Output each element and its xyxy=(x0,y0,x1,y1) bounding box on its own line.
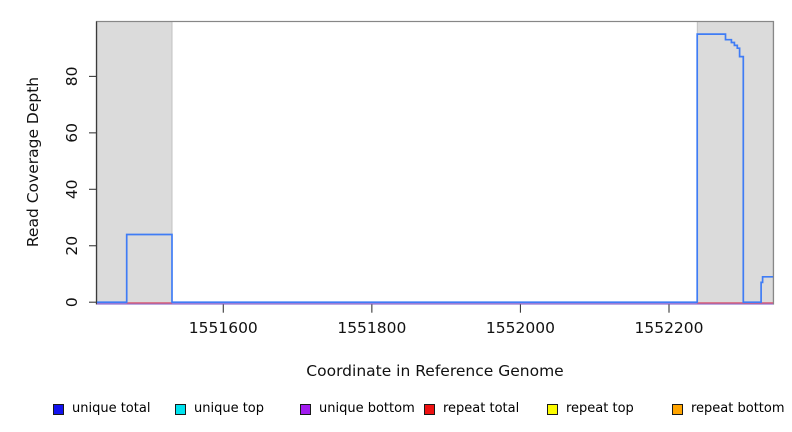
y-tick-label: 0 xyxy=(63,297,81,307)
y-axis-title: Read Coverage Depth xyxy=(24,76,42,248)
legend-item-repeat-top: repeat top xyxy=(547,399,634,419)
repeat-bottom-swatch-icon xyxy=(672,403,683,415)
legend-item-unique-total: unique total xyxy=(53,399,150,419)
repeat-region-shading xyxy=(696,21,774,305)
unique-bottom-swatch-icon xyxy=(300,403,311,415)
legend-item-unique-bottom: unique bottom xyxy=(300,399,415,419)
y-tick-label: 80 xyxy=(63,67,81,87)
unique-total-swatch-icon xyxy=(53,403,64,415)
y-tick-label: 20 xyxy=(63,236,81,256)
legend-label: unique total xyxy=(72,401,151,416)
unique-top-swatch-icon xyxy=(175,403,186,415)
x-tick-label: 1552200 xyxy=(634,319,703,337)
legend-item-unique-top: unique top xyxy=(175,399,264,419)
y-tick-label: 60 xyxy=(63,123,81,143)
x-tick-label: 1551800 xyxy=(337,319,406,337)
legend-label: repeat top xyxy=(566,401,634,416)
legend-item-repeat-bottom: repeat bottom xyxy=(672,399,785,419)
legend: unique total unique top unique bottom re… xyxy=(0,399,792,423)
series-unique-total xyxy=(97,33,773,304)
legend-item-repeat-total: repeat total xyxy=(424,399,519,419)
repeat-top-swatch-icon xyxy=(547,403,558,415)
y-tick-label: 40 xyxy=(63,179,81,199)
legend-label: unique top xyxy=(194,401,265,416)
legend-label: repeat total xyxy=(443,401,520,416)
x-tick-label: 1551600 xyxy=(189,319,258,337)
repeat-total-swatch-icon xyxy=(424,403,435,415)
legend-label: unique bottom xyxy=(319,401,415,416)
repeat-region-shading xyxy=(96,21,173,305)
plot-frame xyxy=(95,20,775,305)
x-axis-title: Coordinate in Reference Genome xyxy=(306,362,564,380)
x-tick-label: 1552000 xyxy=(486,319,555,337)
legend-label: repeat bottom xyxy=(691,401,785,416)
